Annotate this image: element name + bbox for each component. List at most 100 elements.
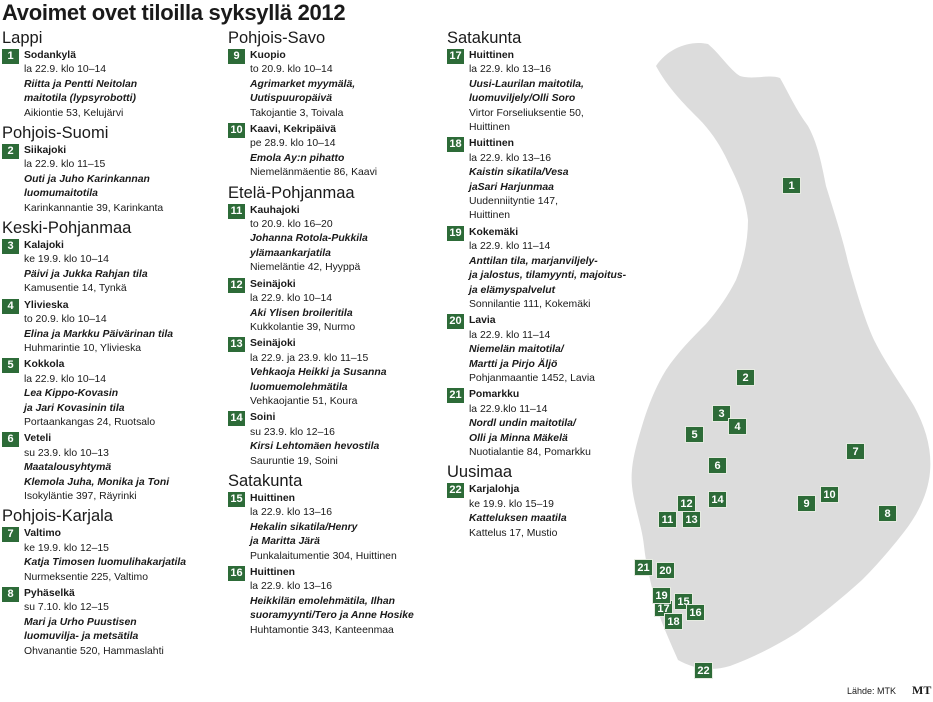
farm-entry: 4 Ylivieska to 20.9. klo 10–14 Elina ja Mar… [2, 298, 186, 357]
entry-farm-name: ja jalostus, tilamyynti, majoitus- [469, 270, 627, 282]
map-marker-4: 4 [728, 418, 747, 435]
entry-farm-name: Olli ja Minna Mäkelä [469, 432, 568, 444]
entry-place: Pyhäselkä [24, 588, 75, 599]
entry-detail: ke 19.9. klo 15–19 [469, 498, 554, 510]
entry-farm-name: luomumaitotila [24, 188, 98, 200]
entry-number-badge: 14 [228, 411, 245, 427]
region-heading: Satakunta [447, 29, 522, 47]
entry-place: Huittinen [250, 567, 296, 578]
source-label: Lähde: MTK [847, 686, 897, 696]
farm-entry: 11 Kauhajoki to 20.9. klo 16–20 Johanna Rot… [228, 203, 414, 276]
entry-farm-name: Martti ja Pirjo Äljö [469, 358, 558, 370]
entry-number-badge: 5 [2, 358, 19, 374]
entry-number-badge: 17 [447, 49, 464, 64]
entry-number-badge: 19 [447, 225, 464, 241]
finland-map: 1 2 3 4 5 6 7 8 9 10 11 12 13 14 15 16 17 18 19 20 21 22 [612, 40, 933, 690]
entry-number-badge: 15 [228, 491, 245, 507]
entry-farm-name: ja Maritta Järä [250, 536, 320, 548]
entry-detail: Isokyläntie 397, Räyrinki [24, 490, 137, 502]
entry-detail: Kamusentie 14, Tynkä [24, 283, 127, 295]
entry-farm-name: Johanna Rotola-Pukkila [250, 233, 368, 245]
entry-place: Kuopio [250, 50, 286, 61]
entry-farm-name: Niemelän maitotila/ [469, 344, 564, 356]
entry-detail: Takojantie 3, Toivala [250, 107, 344, 119]
column-right: Satakunta 17 Huittinen la 22.9. klo 13–16 Uu… [447, 28, 626, 543]
entry-farm-name: Mari ja Urho Puustisen [24, 616, 137, 628]
entry-detail: Sauruntie 19, Soini [250, 455, 338, 467]
map-marker-8: 8 [878, 505, 897, 522]
entry-detail: Huittinen [469, 210, 511, 222]
entry-farm-name: Katteluksen maatila [469, 513, 567, 525]
farm-entry: 14 Soini su 23.9. klo 12–16 Kirsi Lehtomäen… [228, 411, 414, 469]
entry-detail: Aikiontie 53, Kelujärvi [24, 107, 124, 119]
entry-detail: la 22.9. klo 13–16 [469, 64, 552, 76]
entry-detail: la 22.9. klo 11–14 [469, 241, 551, 253]
entry-detail: Huittinen [469, 122, 511, 134]
entry-detail: la 22.9. klo 13–16 [250, 581, 333, 593]
farm-entry: 17 Huittinen la 22.9. klo 13–16 Uusi-Lauril… [447, 49, 626, 135]
region-heading: Keski-Pohjanmaa [2, 219, 132, 238]
entry-detail: la 22.9. klo 10–14 [24, 373, 107, 385]
map-marker-13: 13 [682, 511, 701, 528]
map-marker-2: 2 [736, 369, 755, 386]
entry-detail: su 23.9. klo 12–16 [250, 426, 335, 438]
mt-logo: MT [912, 683, 932, 697]
entry-detail: Portaankangas 24, Ruotsalo [24, 416, 156, 428]
entry-detail: la 22.9.klo 11–14 [469, 403, 548, 415]
farm-entry: 10 Kaavi, Kekripäivä pe 28.9. klo 10–14 Emo… [228, 123, 414, 181]
entry-farm-name: Anttilan tila, marjanviljely- [469, 255, 598, 267]
finland-outline [631, 42, 931, 669]
entry-place: Kaavi, Kekripäivä [250, 124, 337, 136]
entry-farm-name: Katja Timosen luomulihakarjatila [24, 557, 187, 569]
region-heading: Pohjois-Savo [228, 29, 326, 47]
entry-detail: la 22.9. klo 13–16 [469, 152, 552, 164]
entry-detail: ke 19.9. klo 10–14 [24, 254, 109, 266]
farm-entry: 9 Kuopio to 20.9. klo 10–14 Agrimarket myym… [228, 49, 414, 121]
entry-place: Seinäjoki [250, 338, 296, 350]
entry-farm-name: jaSari Harjunmaa [469, 181, 554, 193]
map-marker-11: 11 [658, 511, 677, 528]
entry-detail: su 23.9. klo 10–13 [24, 447, 109, 459]
entry-number-badge: 7 [2, 527, 19, 543]
entry-number-badge: 20 [447, 314, 464, 330]
map-marker-19: 19 [652, 587, 671, 604]
entry-place: Huittinen [469, 138, 515, 150]
map-marker-12: 12 [677, 495, 696, 512]
entry-detail: to 20.9. klo 10–14 [24, 314, 107, 326]
entry-place: Pomarkku [469, 389, 520, 401]
region-heading: Uusimaa [447, 463, 513, 482]
entry-detail: Niemelänmäentie 86, Kaavi [250, 167, 378, 179]
farm-entry: 19 Kokemäki la 22.9. klo 11–14 Anttilan til… [447, 225, 627, 312]
map-marker-9: 9 [797, 495, 816, 512]
entry-detail: Uudenniityntie 147, [469, 196, 558, 208]
entry-farm-name: Aki Ylisen broileritila [250, 307, 353, 319]
entry-farm-name: Klemola Juha, Monika ja Toni [24, 476, 170, 488]
entry-detail: Vehkaojantie 51, Koura [250, 395, 358, 407]
entry-detail: Virtor Forseliuksentie 50, [469, 107, 584, 119]
entry-farm-name: Hekalin sikatila/Henry [250, 521, 358, 533]
entry-detail: Huhtamontie 343, Kanteenmaa [250, 624, 394, 636]
entry-number-badge: 13 [228, 337, 245, 353]
entry-farm-name: Nordl undin maitotila/ [469, 418, 576, 430]
page-title: Avoimet ovet tiloilla syksyllä 2012 [2, 0, 346, 25]
entry-farm-name: Maatalousyhtymä [24, 462, 112, 474]
map-marker-18: 18 [664, 613, 683, 630]
entry-place: Kauhajoki [250, 204, 300, 216]
entry-number-badge: 18 [447, 137, 464, 153]
farm-entry: 6 Veteli su 23.9. klo 10–13 Maatalousyhtymä… [2, 432, 186, 504]
entry-place: Seinäjoki [250, 278, 296, 290]
farm-entry: 3 Kalajoki ke 19.9. klo 10–14 Päivi ja Jukk… [2, 239, 186, 297]
map-marker-14: 14 [708, 491, 727, 508]
entry-number-badge: 21 [447, 388, 464, 404]
farm-entry: 18 Huittinen la 22.9. klo 13–16 Kaistin sik… [447, 137, 626, 223]
map-marker-20: 20 [656, 562, 675, 579]
map-marker-6: 6 [708, 457, 727, 474]
entry-detail: Ohvanantie 520, Hammaslahti [24, 645, 164, 657]
entry-farm-name: Outi ja Juho Karinkannan [24, 173, 150, 185]
map-marker-10: 10 [820, 486, 839, 503]
entry-number-badge: 8 [2, 587, 19, 602]
farm-entry: 13 Seinäjoki la 22.9. ja 23.9. klo 11–15 Ve… [228, 337, 414, 409]
farm-entry: 21 Pomarkku la 22.9.klo 11–14 Nordl undin m… [447, 388, 626, 460]
entry-detail: Pohjanmaantie 1452, Lavia [469, 372, 595, 384]
entry-farm-name: luomuviljely/Olli Soro [469, 93, 576, 105]
